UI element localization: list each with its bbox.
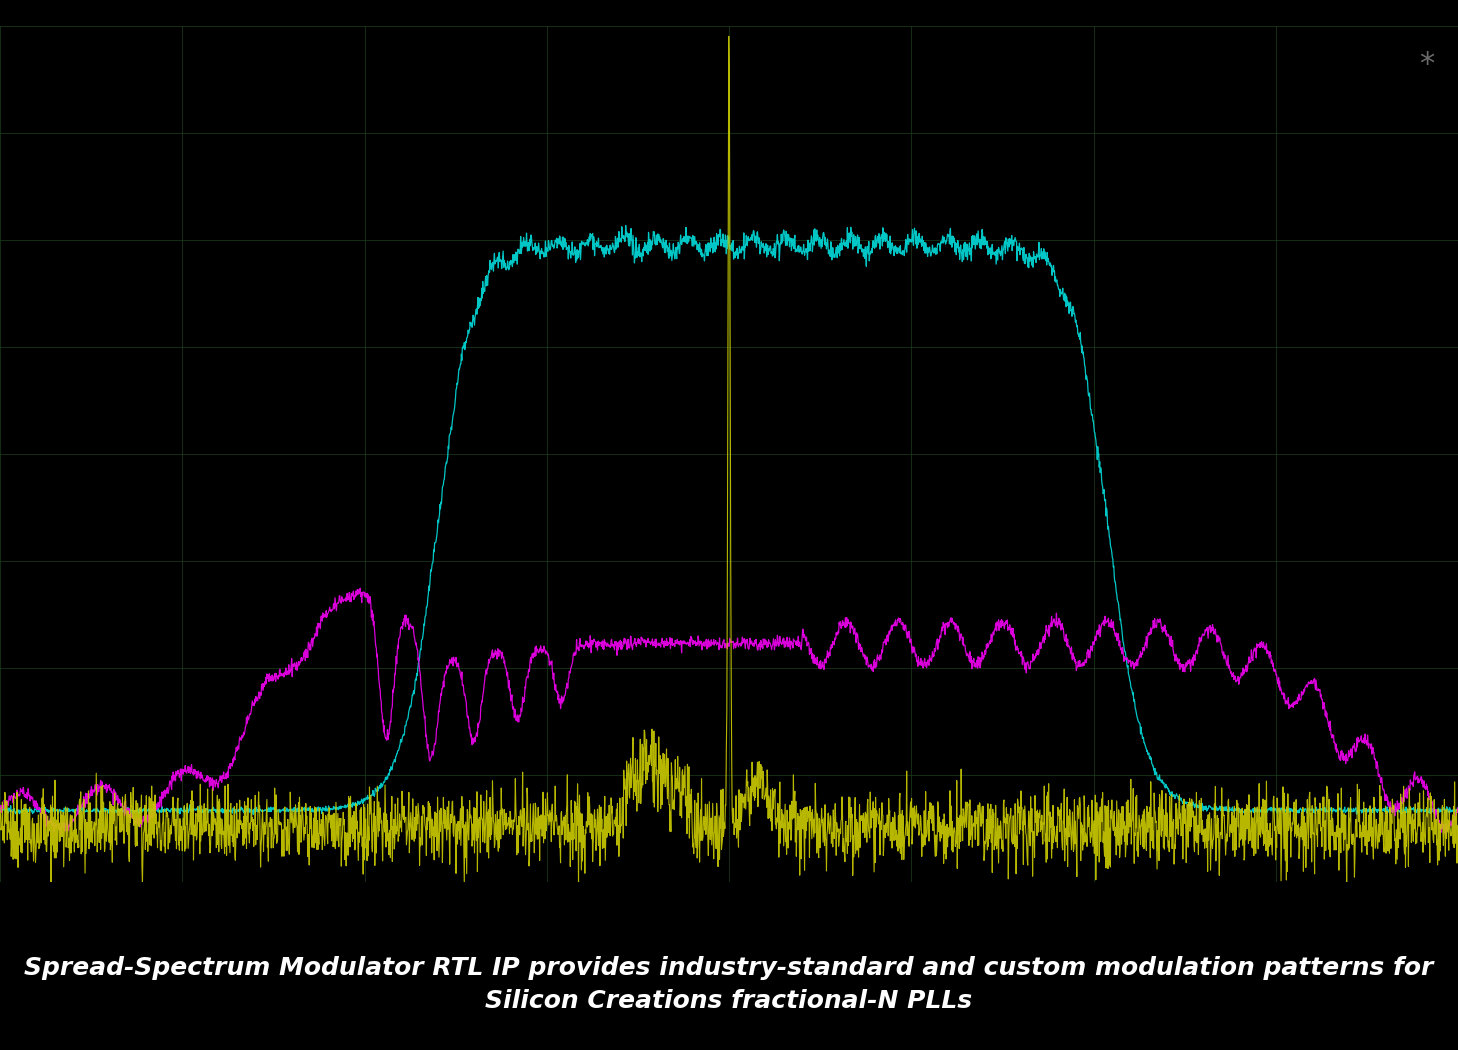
- Text: *: *: [1420, 50, 1435, 79]
- Text: Spread-Spectrum Modulator RTL IP provides industry-standard and custom modulatio: Spread-Spectrum Modulator RTL IP provide…: [25, 956, 1433, 1013]
